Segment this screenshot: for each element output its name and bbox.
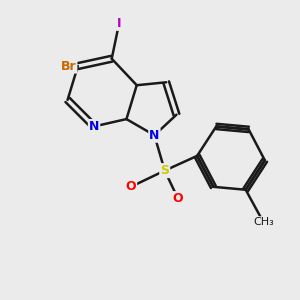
Text: Br: Br (61, 60, 76, 73)
Text: O: O (125, 180, 136, 193)
Text: I: I (117, 17, 121, 30)
Text: N: N (149, 129, 160, 142)
Text: S: S (160, 164, 169, 177)
Text: CH₃: CH₃ (253, 217, 274, 227)
Text: O: O (173, 192, 183, 205)
Text: N: N (89, 120, 99, 133)
